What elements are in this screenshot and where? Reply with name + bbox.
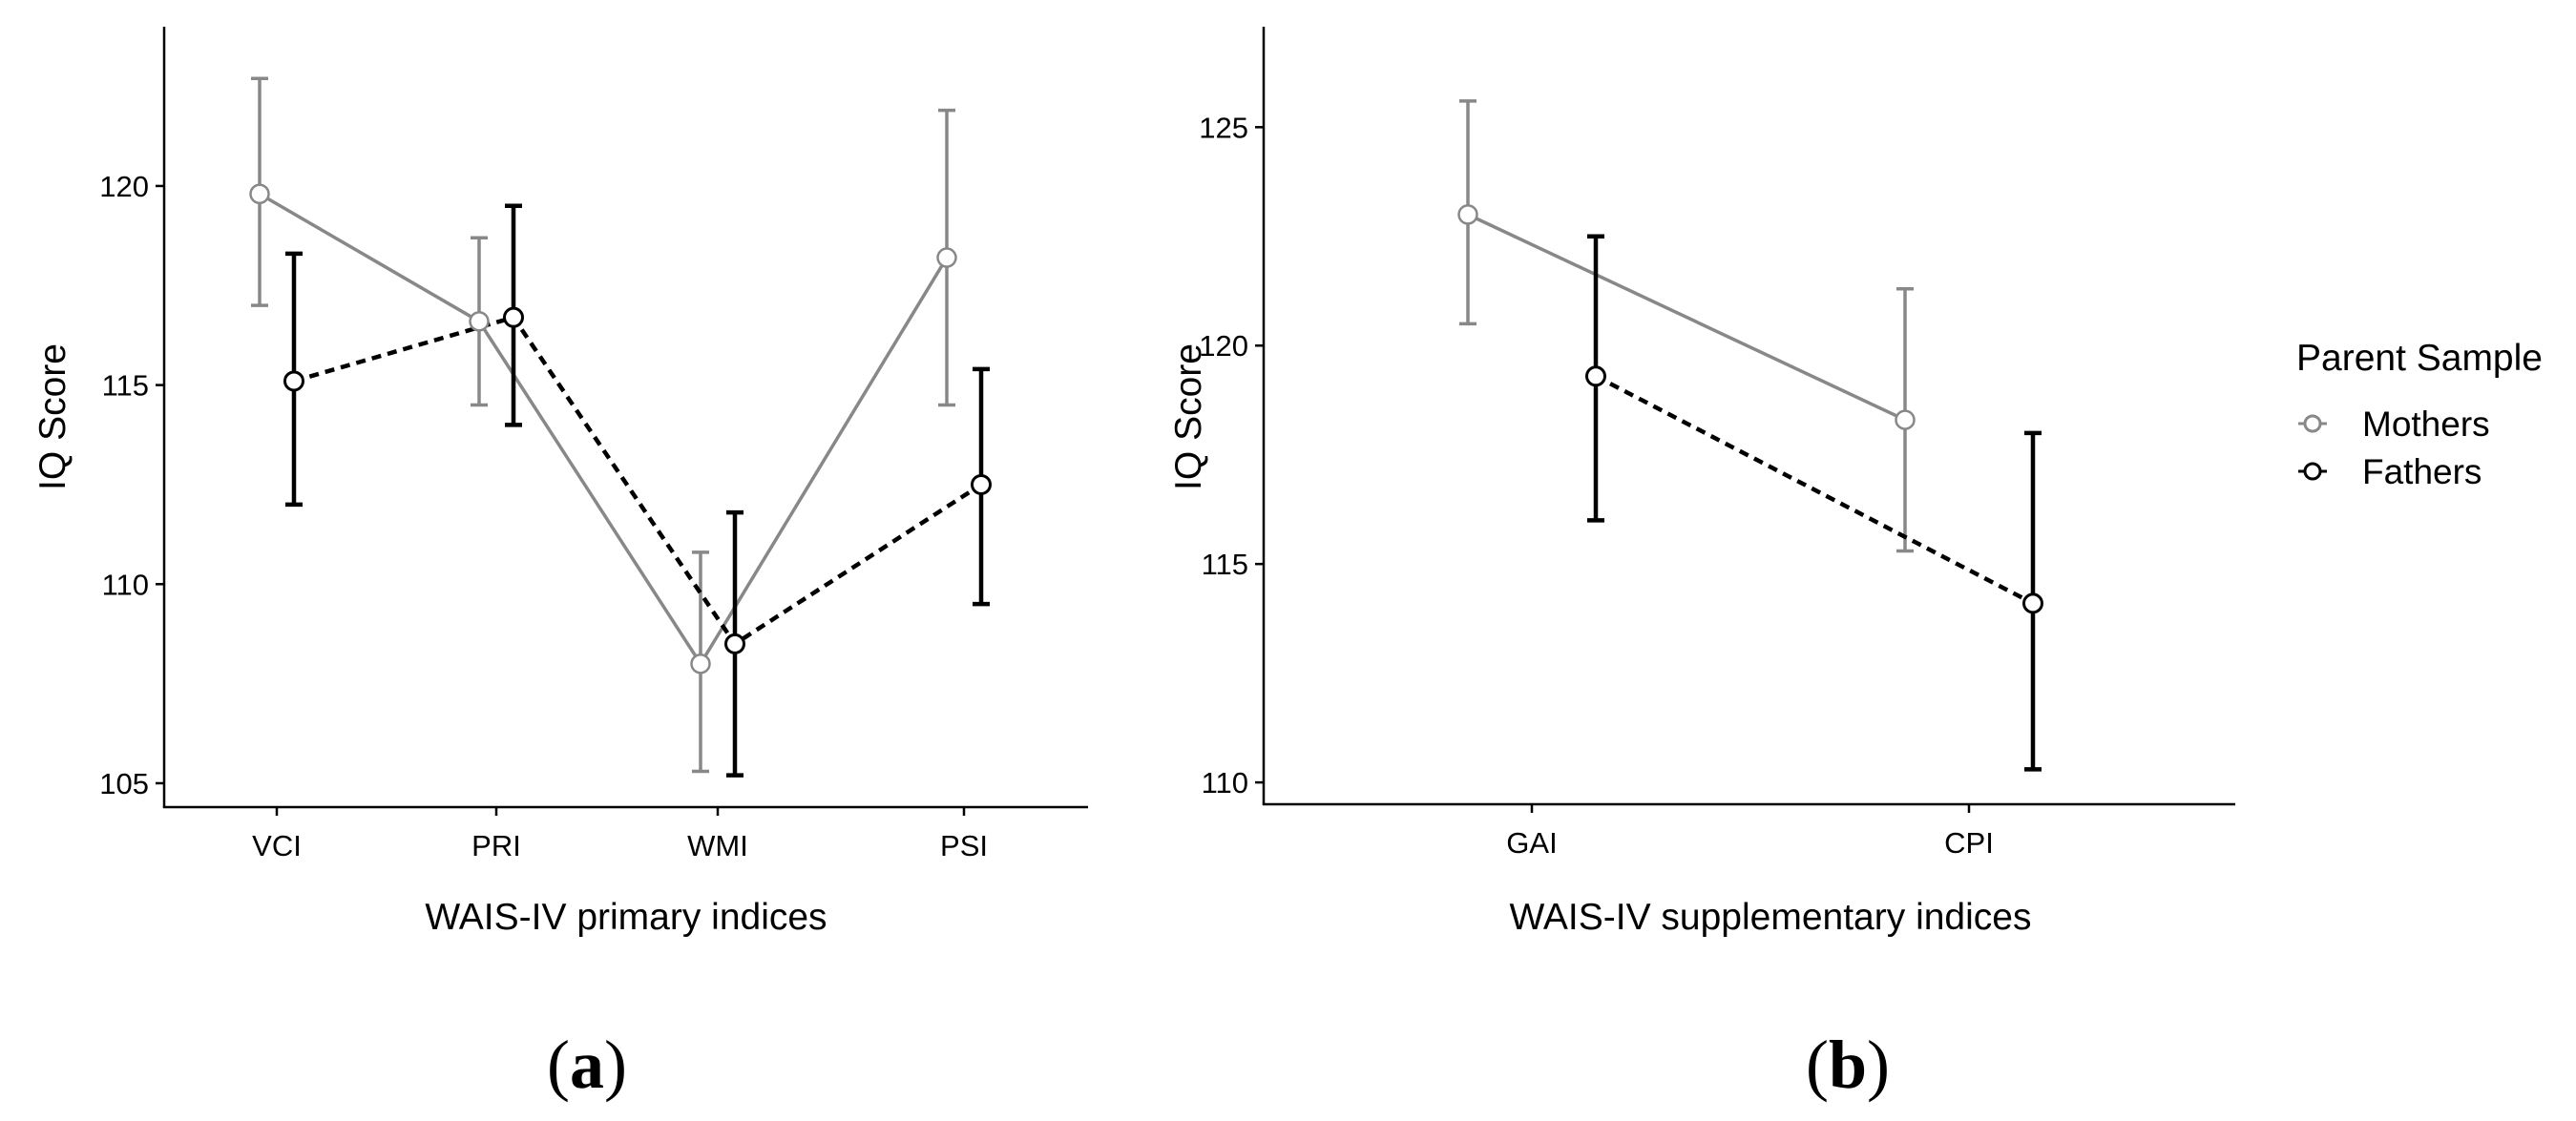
chart-panel-a: 105 110 115 120 VCI PRI WMI PSI WAIS-IV primar… xyxy=(32,27,1088,1103)
series-mothers xyxy=(1459,99,1914,553)
series-line-fathers xyxy=(293,315,983,647)
series-fathers xyxy=(1587,234,2042,772)
x-tick-label-wmi: WMI xyxy=(687,829,748,862)
data-point-fathers-pri xyxy=(503,306,524,328)
x-tick-label-cpi: CPI xyxy=(1944,826,1994,860)
series-line-fathers xyxy=(1594,374,2035,606)
data-point-mothers-cpi xyxy=(1895,409,1916,430)
y-tick-label: 115 xyxy=(102,369,149,403)
data-point-fathers-wmi xyxy=(724,633,745,654)
legend-label-fathers: Fathers xyxy=(2362,452,2482,491)
legend-entry-fathers: Fathers xyxy=(2298,452,2482,491)
x-tick-label-vci: VCI xyxy=(252,829,302,862)
chart-a-marks xyxy=(249,76,992,778)
y-tick-label: 110 xyxy=(102,568,149,601)
legend: Parent Sample Mothers Fathers xyxy=(2296,338,2543,491)
data-point-fathers-cpi xyxy=(2022,592,2043,614)
chart-b-y-axis-title: IQ Score xyxy=(1168,343,1209,490)
y-tick-label: 120 xyxy=(1199,329,1248,363)
series-mothers xyxy=(251,76,955,774)
legend-swatch-mothers-marker xyxy=(2303,414,2322,433)
data-point-mothers-psi xyxy=(936,247,957,268)
chart-b-marks xyxy=(1457,99,2043,772)
y-tick-label: 120 xyxy=(99,170,149,203)
legend-title: Parent Sample xyxy=(2296,338,2543,379)
panel-label-a: (a) xyxy=(547,1027,627,1103)
x-tick-label-pri: PRI xyxy=(471,829,521,862)
series-line-mothers xyxy=(259,192,949,668)
chart-a-x-ticks: VCI PRI WMI PSI xyxy=(252,807,988,862)
y-tick-label: 105 xyxy=(99,767,149,800)
chart-a-y-ticks: 105 110 115 120 xyxy=(99,170,164,800)
data-point-fathers-vci xyxy=(283,370,304,392)
x-tick-label-gai: GAI xyxy=(1506,826,1557,860)
data-point-mothers-pri xyxy=(469,311,490,332)
legend-entry-mothers: Mothers xyxy=(2298,405,2490,444)
y-tick-label: 125 xyxy=(1199,111,1248,144)
chart-panel-b: 110 115 120 125 GAI CPI WAIS-IV supplementar… xyxy=(1168,27,2235,1103)
chart-b-x-axis-title: WAIS-IV supplementary indices xyxy=(1510,897,2032,938)
chart-a-x-axis-title: WAIS-IV primary indices xyxy=(425,897,827,938)
series-fathers xyxy=(285,203,990,778)
chart-b-y-ticks: 110 115 120 125 xyxy=(1199,111,1264,799)
chart-b-x-ticks: GAI CPI xyxy=(1506,804,1994,860)
data-point-fathers-psi xyxy=(971,473,992,495)
data-point-mothers-vci xyxy=(249,183,270,205)
y-tick-label: 115 xyxy=(1202,548,1248,581)
legend-label-mothers: Mothers xyxy=(2362,405,2490,444)
y-tick-label: 110 xyxy=(1202,766,1248,799)
legend-swatch-fathers-marker xyxy=(2303,462,2322,481)
data-point-mothers-gai xyxy=(1457,204,1478,225)
data-point-mothers-wmi xyxy=(690,654,711,675)
x-tick-label-psi: PSI xyxy=(940,829,988,862)
panel-label-b: (b) xyxy=(1806,1027,1890,1103)
chart-a-y-axis-title: IQ Score xyxy=(32,343,73,490)
series-line-mothers xyxy=(1467,213,1906,422)
data-point-fathers-gai xyxy=(1585,365,1606,387)
